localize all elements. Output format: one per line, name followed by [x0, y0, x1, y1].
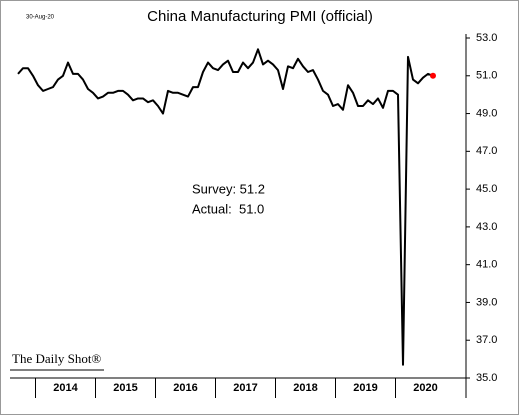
y-tick-label: 45.0 [476, 183, 497, 195]
y-tick-label: 35.0 [476, 372, 497, 384]
x-tick-label: 2019 [353, 382, 377, 394]
x-tick-label: 2014 [53, 382, 78, 394]
y-tick-label: 37.0 [476, 334, 497, 346]
x-tick-label: 2017 [233, 382, 257, 394]
x-tick-label: 2018 [293, 382, 317, 394]
source: The Daily Shot® [12, 351, 101, 366]
y-tick-label: 39.0 [476, 296, 497, 308]
y-tick-label: 53.0 [476, 32, 497, 44]
line [17, 48, 434, 366]
y-tick-label: 41.0 [476, 259, 497, 271]
last-point [430, 72, 436, 79]
y-tick-label: 51.0 [476, 70, 497, 82]
chart-title: China Manufacturing PMI (official) [147, 8, 373, 25]
annotation: Actual: 51.0 [192, 201, 264, 216]
x-tick-label: 2020 [413, 382, 437, 394]
y-tick-label: 47.0 [476, 145, 497, 157]
y-tick-label: 49.0 [476, 107, 497, 119]
date-note: 30-Aug-20 [26, 15, 55, 21]
y-tick-label: 43.0 [476, 221, 497, 233]
x-tick-label: 2016 [173, 382, 197, 394]
x-tick-label: 2015 [113, 382, 137, 394]
annotation: Survey: 51.2 [192, 181, 265, 196]
